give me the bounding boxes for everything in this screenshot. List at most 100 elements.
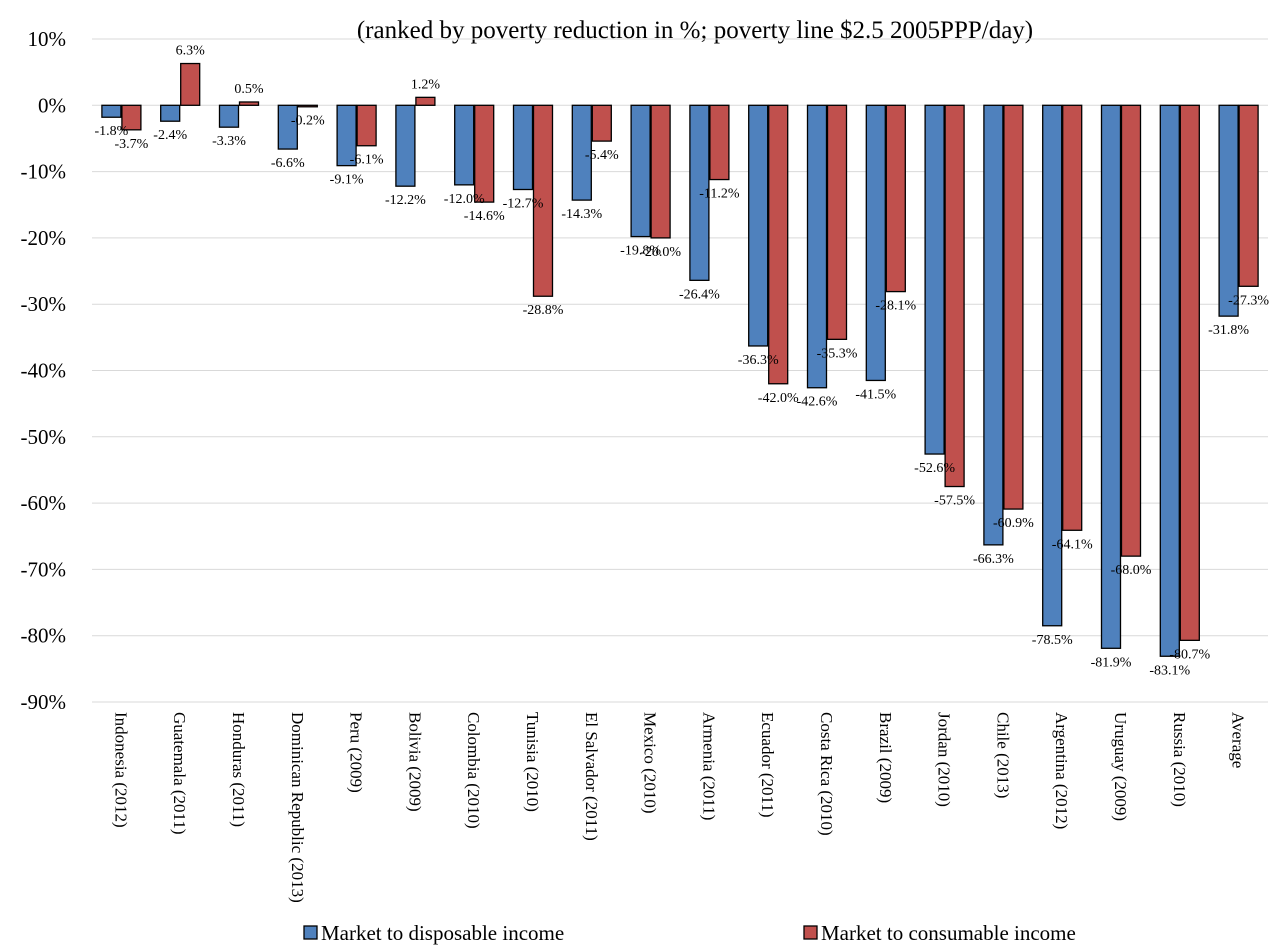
bar-disposable xyxy=(277,104,298,150)
data-label: -66.3% xyxy=(973,552,1014,567)
data-label: -31.8% xyxy=(1208,323,1249,338)
x-tick-label: Honduras (2011) xyxy=(229,712,248,827)
bar-consumable xyxy=(709,104,730,181)
data-label: -11.2% xyxy=(699,187,740,202)
bar-consumable xyxy=(650,104,671,239)
x-tick-label: Bolivia (2009) xyxy=(405,712,424,812)
data-label: -41.5% xyxy=(855,387,896,402)
data-label: -3.7% xyxy=(114,137,148,152)
bar-disposable xyxy=(1042,104,1063,627)
data-label: -2.4% xyxy=(153,128,187,143)
x-tick-label: Guatemala (2011) xyxy=(170,712,189,835)
data-label: -64.1% xyxy=(1052,537,1093,552)
bar-consumable xyxy=(591,104,612,142)
bar-disposable xyxy=(571,104,592,201)
data-label: -68.0% xyxy=(1111,563,1152,578)
data-label: -0.2% xyxy=(291,114,325,129)
bars xyxy=(101,62,1259,657)
bar-disposable xyxy=(1100,104,1122,649)
bar-disposable xyxy=(512,104,534,191)
data-label: -1.8% xyxy=(94,124,128,139)
data-label: -83.1% xyxy=(1149,663,1190,678)
y-tick-label: -70% xyxy=(21,557,67,581)
legend-label-consumable: Market to consumable income xyxy=(821,921,1076,945)
data-label: -28.8% xyxy=(523,303,564,318)
x-tick-label: Dominican Republic (2013) xyxy=(288,712,307,903)
bar-disposable xyxy=(748,104,769,347)
bar-consumable xyxy=(180,62,201,106)
chart-title: (ranked by poverty reduction in %; pover… xyxy=(357,17,1033,44)
data-label: -20.0% xyxy=(640,245,681,260)
bar-disposable xyxy=(865,104,886,382)
bar-consumable xyxy=(1120,104,1142,557)
bar-consumable xyxy=(297,104,318,108)
bar-consumable xyxy=(1238,104,1259,287)
bar-disposable xyxy=(689,104,710,281)
y-axis-ticks: 10% 0% -10% -20% -30% -40% -50% -60% -70% -80% -90… xyxy=(21,27,67,714)
bar-disposable xyxy=(454,104,475,186)
bar-consumable xyxy=(1062,104,1083,531)
data-label: 0.5% xyxy=(234,82,264,97)
y-tick-label: 0% xyxy=(38,93,66,117)
data-label: -42.0% xyxy=(758,391,799,406)
x-tick-label: Armenia (2011) xyxy=(699,712,718,820)
bar-disposable xyxy=(218,104,240,128)
data-label: -12.2% xyxy=(385,193,426,208)
bar-consumable xyxy=(415,96,436,106)
bar-consumable xyxy=(826,104,848,340)
bar-disposable xyxy=(336,104,357,167)
y-tick-label: -80% xyxy=(21,624,67,648)
x-tick-label: Colombia (2010) xyxy=(464,712,483,829)
x-tick-label: Argentina (2012) xyxy=(1052,712,1071,829)
data-label: -42.6% xyxy=(797,395,838,410)
x-tick-label: El Salvador (2011) xyxy=(582,712,601,841)
bar-disposable xyxy=(806,104,828,389)
data-label: -6.6% xyxy=(271,156,305,171)
data-label: -81.9% xyxy=(1091,655,1132,670)
data-label: -9.1% xyxy=(330,173,364,188)
data-label: -26.4% xyxy=(679,287,720,302)
data-label: 1.2% xyxy=(411,77,441,92)
y-tick-label: -20% xyxy=(21,226,67,250)
data-label: -80.7% xyxy=(1169,647,1210,662)
data-label: -60.9% xyxy=(993,516,1034,531)
bar-consumable xyxy=(944,104,965,488)
bar-consumable xyxy=(532,104,554,297)
data-label: -12.0% xyxy=(444,192,485,207)
y-tick-label: -90% xyxy=(21,690,67,714)
data-label: -19.8% xyxy=(620,244,661,259)
data-label: -27.3% xyxy=(1228,293,1269,308)
x-tick-label: Russia (2010) xyxy=(1170,712,1189,807)
y-tick-label: -50% xyxy=(21,425,67,449)
x-tick-label: Mexico (2010) xyxy=(641,712,660,814)
x-tick-label: Average xyxy=(1229,712,1248,768)
bar-consumable xyxy=(474,104,495,203)
bar-disposable xyxy=(924,104,945,455)
y-tick-label: -40% xyxy=(21,359,67,383)
x-tick-label: Tunisia (2010) xyxy=(523,712,542,812)
bar-disposable xyxy=(983,104,1004,546)
x-tick-label: Indonesia (2012) xyxy=(111,712,130,828)
bar-disposable xyxy=(1218,104,1239,317)
bar-disposable xyxy=(395,104,416,187)
data-label: -12.7% xyxy=(503,197,544,212)
data-label: -57.5% xyxy=(934,494,975,509)
x-tick-label: Ecuador (2011) xyxy=(758,712,777,818)
bar-consumable xyxy=(238,101,260,106)
bar-disposable xyxy=(630,104,651,238)
legend-label-disposable: Market to disposable income xyxy=(321,921,564,945)
bar-disposable xyxy=(160,104,181,122)
data-label: -3.3% xyxy=(212,134,246,149)
gridlines xyxy=(92,38,1268,703)
x-tick-label: Brazil (2009) xyxy=(876,712,895,803)
bar-consumable xyxy=(768,104,789,385)
x-tick-label: Chile (2013) xyxy=(993,712,1012,798)
data-label: 6.3% xyxy=(176,44,206,59)
y-tick-label: -30% xyxy=(21,292,67,316)
x-tick-label: Uruguay (2009) xyxy=(1111,712,1130,821)
data-label: -14.3% xyxy=(561,207,602,222)
data-label: -6.1% xyxy=(350,153,384,168)
legend: Market to disposable income Market to co… xyxy=(303,921,1076,945)
x-tick-label: Peru (2009) xyxy=(347,712,366,793)
